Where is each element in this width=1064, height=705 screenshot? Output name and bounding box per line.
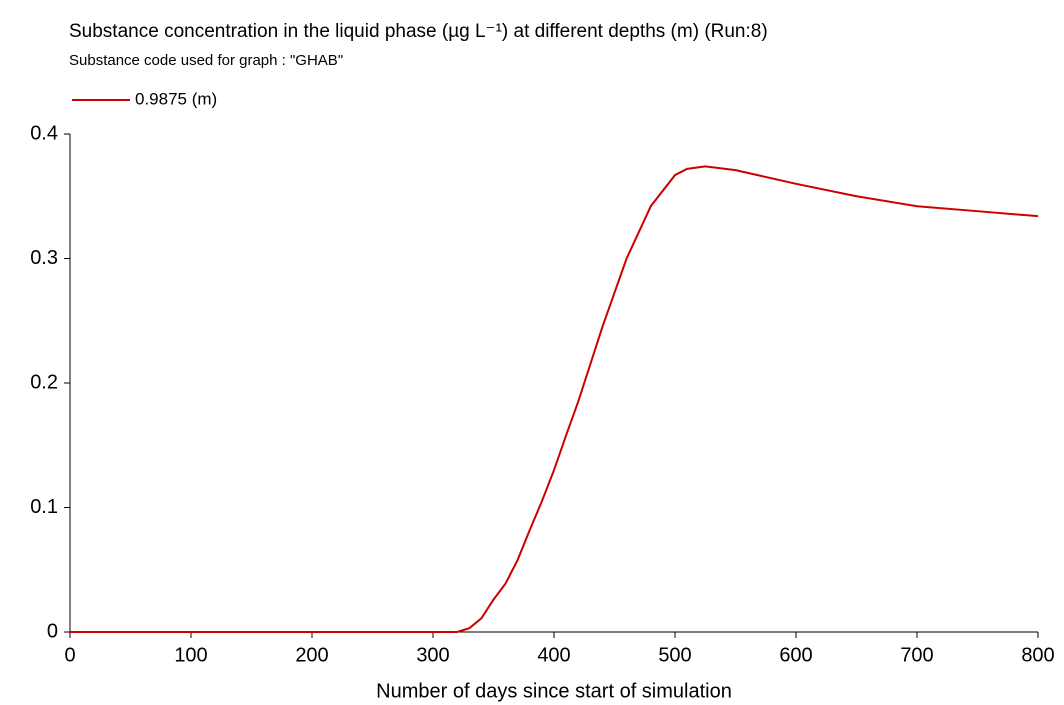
x-tick-label: 400 xyxy=(537,644,570,666)
chart-title: Substance concentration in the liquid ph… xyxy=(69,21,768,42)
x-tick-label: 800 xyxy=(1021,644,1054,666)
x-axis-label: Number of days since start of simulation xyxy=(376,680,732,702)
x-tick-label: 0 xyxy=(64,644,75,666)
line-series xyxy=(70,165,1039,633)
x-tick-label: 500 xyxy=(658,644,691,666)
y-tick-label: 0.2 xyxy=(30,371,58,393)
x-tick-label: 700 xyxy=(900,644,933,666)
x-tick-label: 200 xyxy=(295,644,328,666)
y-tick-label: 0.1 xyxy=(30,496,58,518)
y-tick-label: 0.4 xyxy=(30,122,58,144)
chart-subtitle: Substance code used for graph : "GHAB" xyxy=(69,52,343,69)
legend-label: 0.9875 (m) xyxy=(135,89,217,108)
x-tick-label: 100 xyxy=(174,644,207,666)
y-tick-label: 0.3 xyxy=(30,247,58,269)
y-tick-label: 0 xyxy=(47,620,58,642)
x-tick-label: 300 xyxy=(416,644,449,666)
x-tick-label: 600 xyxy=(779,644,812,666)
